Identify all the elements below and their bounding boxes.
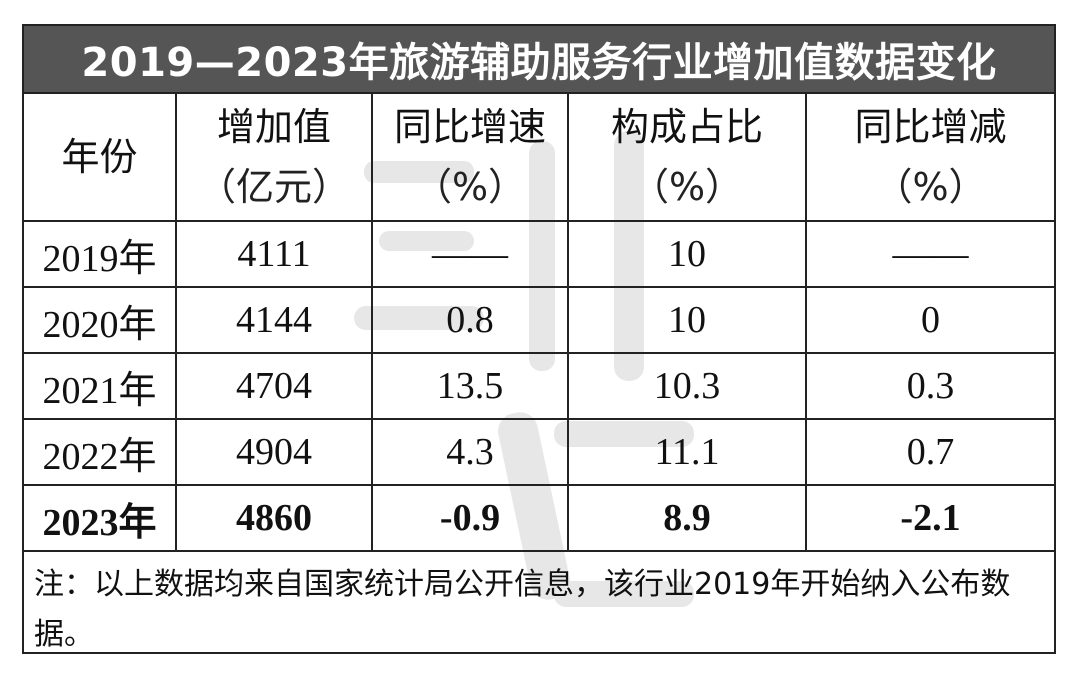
cell-year: 2020年: [24, 286, 177, 354]
table-row: 2019年 4111 —— 10 ——: [24, 220, 1054, 288]
footnote: 注：以上数据均来自国家统计局公开信息，该行业2019年开始纳入公布数据。: [34, 567, 1011, 652]
cell-value: 4704: [175, 352, 373, 420]
cell-change: ——: [805, 220, 1054, 288]
cell-share: 10: [567, 286, 807, 354]
header-growth: 同比增速 （%）: [371, 94, 569, 222]
cell-value: 4860: [175, 484, 373, 552]
cell-value: 4144: [175, 286, 373, 354]
cell-year: 2022年: [24, 418, 177, 486]
header-year: 年份: [24, 94, 177, 222]
cell-change: 0: [805, 286, 1054, 354]
table-row: 2021年 4704 13.5 10.3 0.3: [24, 352, 1054, 420]
cell-share: 11.1: [567, 418, 807, 486]
header-change: 同比增减 （%）: [805, 94, 1054, 222]
cell-year: 2021年: [24, 352, 177, 420]
table-row: 2022年 4904 4.3 11.1 0.7: [24, 418, 1054, 486]
cell-year: 2023年: [24, 484, 177, 552]
cell-change: 0.7: [805, 418, 1054, 486]
cell-growth: 4.3: [371, 418, 569, 486]
table-title: 2019—2023年旅游辅助服务行业增加值数据变化: [24, 26, 1054, 94]
header-share: 构成占比 （%）: [567, 94, 807, 222]
cell-change: -2.1: [805, 484, 1054, 552]
cell-value: 4111: [175, 220, 373, 288]
cell-share: 8.9: [567, 484, 807, 552]
data-table-card: 2019—2023年旅游辅助服务行业增加值数据变化 年份 增加值 （亿元） 同比…: [22, 24, 1056, 654]
cell-year: 2019年: [24, 220, 177, 288]
cell-growth: ——: [371, 220, 569, 288]
data-table: 年份 增加值 （亿元） 同比增速 （%） 构成占比 （%） 同比增减 （%）: [24, 94, 1054, 552]
header-row: 年份 增加值 （亿元） 同比增速 （%） 构成占比 （%） 同比增减 （%）: [24, 94, 1054, 222]
cell-share: 10: [567, 220, 807, 288]
cell-growth: 13.5: [371, 352, 569, 420]
cell-growth: -0.9: [371, 484, 569, 552]
cell-growth: 0.8: [371, 286, 569, 354]
cell-value: 4904: [175, 418, 373, 486]
header-value: 增加值 （亿元）: [175, 94, 373, 222]
table-row-highlight: 2023年 4860 -0.9 8.9 -2.1: [24, 484, 1054, 552]
cell-change: 0.3: [805, 352, 1054, 420]
table-row: 2020年 4144 0.8 10 0: [24, 286, 1054, 354]
cell-share: 10.3: [567, 352, 807, 420]
